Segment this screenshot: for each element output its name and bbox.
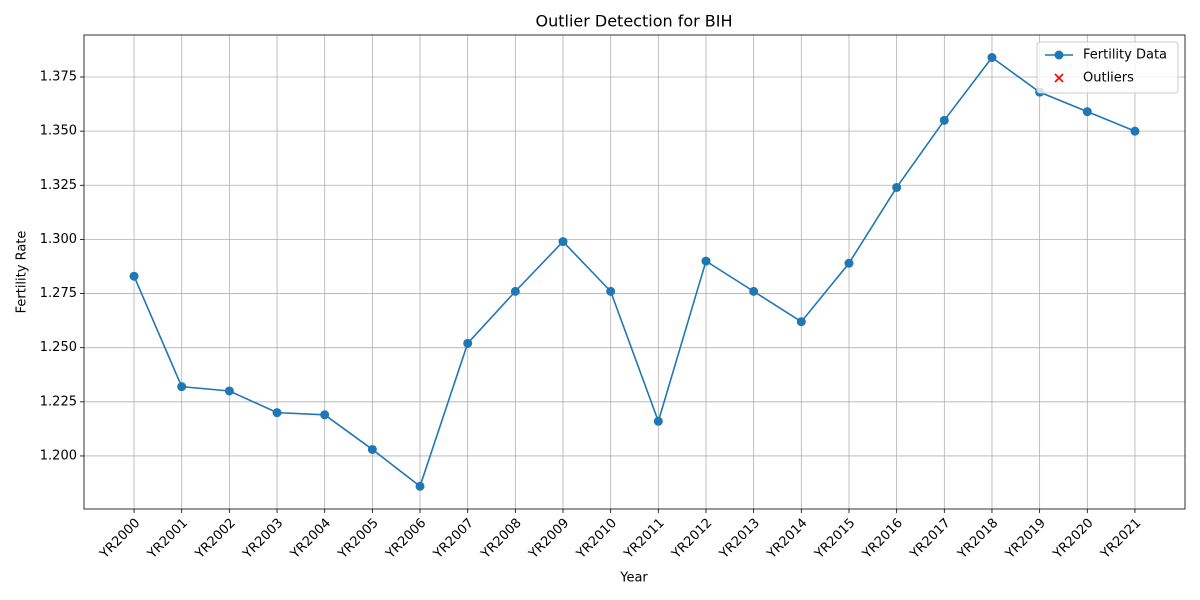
x-tick-label: YR2019 xyxy=(1002,516,1049,563)
y-tick-label: 1.350 xyxy=(40,124,77,139)
legend-label: Fertility Data xyxy=(1083,48,1167,63)
x-tick-label: YR2000 xyxy=(97,516,144,563)
x-tick-label: YR2010 xyxy=(573,516,620,563)
data-point xyxy=(1082,107,1092,117)
x-tick-label: YR2018 xyxy=(955,516,1002,563)
x-tick-label: YR2021 xyxy=(1098,516,1145,563)
x-tick-label: YR2017 xyxy=(907,516,954,563)
series-line xyxy=(133,56,1136,488)
data-point xyxy=(129,271,139,281)
x-tick-label: YR2005 xyxy=(335,516,382,563)
y-tick-label: 1.375 xyxy=(40,70,77,85)
data-point xyxy=(796,317,806,327)
x-tick-label: YR2014 xyxy=(764,516,811,563)
data-point xyxy=(510,286,520,296)
x-tick-label: YR2002 xyxy=(192,516,239,563)
y-tick-label: 1.225 xyxy=(40,394,77,409)
data-point xyxy=(749,286,759,296)
data-point xyxy=(844,258,854,268)
x-tick-label: YR2009 xyxy=(526,516,573,563)
x-tick-label: YR2007 xyxy=(430,516,477,563)
chart-title: Outlier Detection for BIH xyxy=(535,12,732,31)
data-point xyxy=(177,382,187,392)
y-axis-label: Fertility Rate xyxy=(15,231,30,314)
y-tick-label: 1.325 xyxy=(40,178,77,193)
data-point xyxy=(701,256,711,266)
y-tick-label: 1.300 xyxy=(40,232,77,247)
legend-marker xyxy=(1054,73,1064,83)
x-axis-label: Year xyxy=(619,571,648,586)
x-tick-label: YR2001 xyxy=(144,516,191,563)
x-tick-label: YR2006 xyxy=(383,516,430,563)
data-point xyxy=(415,481,425,491)
x-tick-label: YR2015 xyxy=(812,516,859,563)
data-point xyxy=(653,416,663,426)
data-point xyxy=(367,444,377,454)
x-tick-label: YR2008 xyxy=(478,516,525,563)
data-point xyxy=(320,410,330,420)
legend-marker-stroke xyxy=(1054,73,1064,83)
x-tick-label: YR2004 xyxy=(287,516,334,563)
x-tick-label: YR2012 xyxy=(669,516,716,563)
data-point xyxy=(987,53,997,63)
data-point xyxy=(892,182,902,192)
data-point xyxy=(606,286,616,296)
data-point xyxy=(939,115,949,125)
y-tick-label: 1.200 xyxy=(40,448,77,463)
y-tick-label: 1.275 xyxy=(40,286,77,301)
data-point xyxy=(558,237,568,247)
legend-marker xyxy=(1054,50,1064,60)
y-tick-label: 1.250 xyxy=(40,340,77,355)
x-tick-label: YR2013 xyxy=(716,516,763,563)
data-point xyxy=(463,338,473,348)
data-point xyxy=(272,408,282,418)
x-tick-label: YR2003 xyxy=(240,516,287,563)
data-point xyxy=(1130,126,1140,136)
data-point xyxy=(224,386,234,396)
legend-label: Outliers xyxy=(1083,71,1134,86)
x-tick-label: YR2020 xyxy=(1050,516,1097,563)
x-tick-label: YR2016 xyxy=(859,516,906,563)
plot-frame xyxy=(83,34,1186,510)
x-tick-label: YR2011 xyxy=(621,516,668,563)
